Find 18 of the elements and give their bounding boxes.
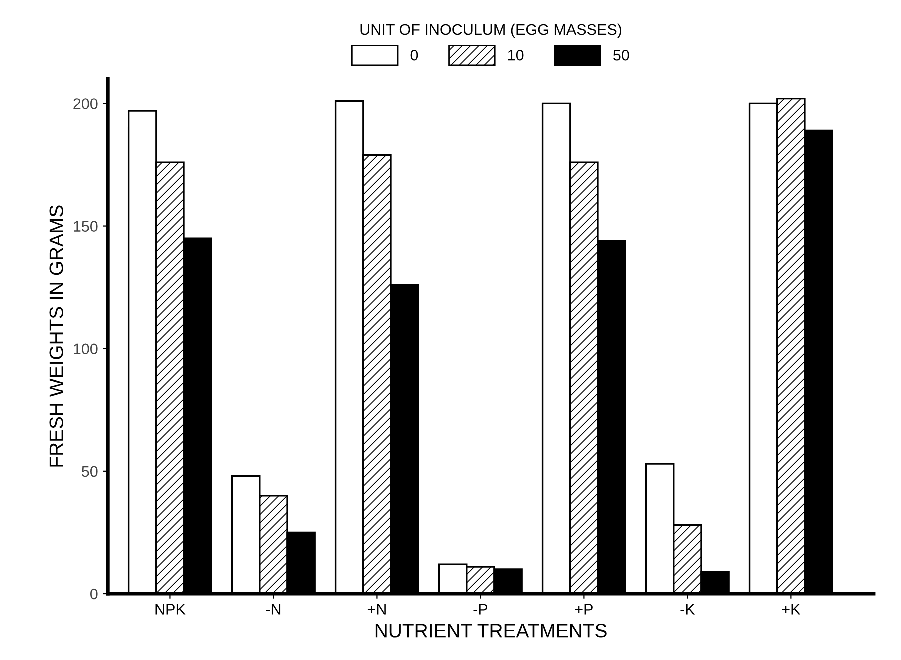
x-tick-label: -N [266, 604, 281, 615]
y-tick-label: 100 [74, 344, 98, 355]
legend-title: UNIT OF INOCULUM (EGG MASSES) [360, 24, 622, 38]
y-tick-label: 0 [90, 588, 98, 600]
y-tick-label: 150 [74, 221, 98, 232]
legend-label: 50 [614, 50, 630, 61]
legend-label: 0 [410, 50, 418, 61]
x-tick-label: +K [782, 604, 801, 615]
x-tick-label: +N [368, 604, 386, 615]
x-tick-label: -P [474, 604, 488, 615]
y-tick-label: 50 [82, 466, 98, 478]
x-tick-label: -K [680, 604, 696, 615]
y-tick-label: 200 [74, 98, 98, 110]
x-tick-label: NPK [156, 604, 186, 615]
x-tick-label: +P [575, 604, 593, 615]
x-axis-title: NUTRIENT TREATMENTS [376, 624, 607, 638]
legend-label: 10 [508, 50, 524, 61]
y-axis-title: FRESH WEIGHTS IN GRAMS [50, 206, 64, 467]
